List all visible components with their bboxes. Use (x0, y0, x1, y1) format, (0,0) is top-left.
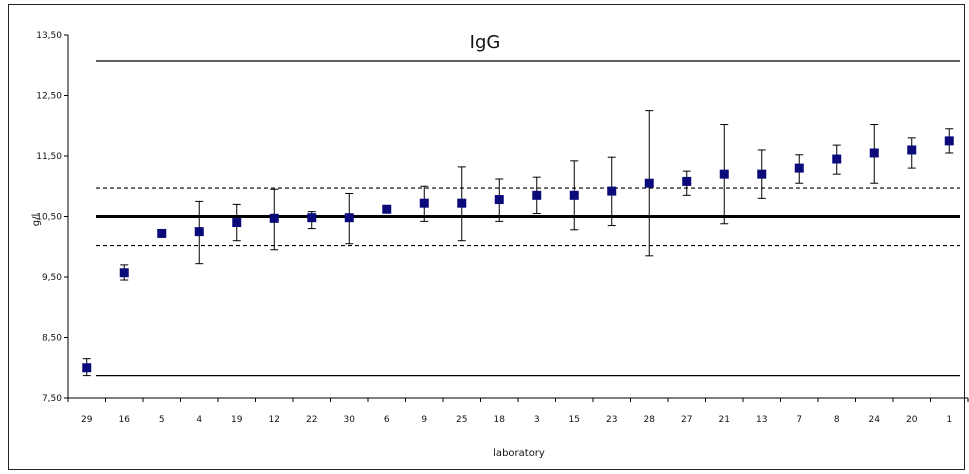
x-tick-label: 15 (569, 415, 580, 425)
data-point (607, 186, 617, 196)
data-point (232, 218, 242, 228)
data-point (194, 227, 204, 237)
y-tick-label: 7,50 (42, 394, 62, 404)
y-axis: 7,50 8,50 9,50 10,50 11,50 12,50 13,50 (36, 31, 69, 404)
data-point (382, 204, 392, 214)
data-point (869, 148, 879, 158)
data-point (682, 176, 692, 186)
data-point (794, 163, 804, 173)
data-point (457, 198, 467, 208)
x-axis-title: laboratory (493, 448, 545, 459)
reference-lines (96, 60, 960, 377)
x-tick-label: 21 (719, 415, 730, 425)
data-point (757, 169, 767, 179)
y-tick-label: 9,50 (42, 273, 62, 283)
x-tick-label: 12 (269, 415, 280, 425)
data-points (82, 136, 954, 373)
data-point (119, 268, 129, 278)
data-point (832, 154, 842, 164)
x-tick-label: 4 (196, 415, 202, 425)
x-tick-label: 6 (384, 415, 390, 425)
chart-title: IgG (470, 32, 501, 53)
x-tick-label: 27 (681, 415, 692, 425)
x-tick-label: 20 (906, 415, 918, 425)
chart-frame (8, 4, 965, 470)
x-tick-label: 5 (159, 415, 165, 425)
x-tick-label: 7 (796, 415, 802, 425)
y-tick-label: 8,50 (42, 334, 62, 344)
x-tick-label: 28 (644, 415, 656, 425)
data-point (494, 195, 504, 205)
x-tick-label: 19 (231, 415, 243, 425)
x-tick-label: 30 (344, 415, 356, 425)
data-point (644, 178, 654, 188)
x-tick-label: 25 (456, 415, 467, 425)
data-point (269, 213, 279, 223)
x-tick-label: 23 (606, 415, 617, 425)
data-point (907, 145, 917, 155)
x-tick-label: 9 (421, 415, 427, 425)
data-point (82, 363, 92, 373)
data-point (532, 190, 542, 200)
y-tick-label: 11,50 (36, 152, 62, 162)
data-point (944, 136, 954, 146)
x-tick-label: 22 (306, 415, 317, 425)
x-tick-label: 13 (756, 415, 767, 425)
error-bars (82, 110, 954, 377)
data-point (719, 169, 729, 179)
y-tick-label: 12,50 (36, 92, 62, 102)
x-tick-label: 8 (834, 415, 840, 425)
x-tick-label: 29 (81, 415, 93, 425)
x-tick-label: 16 (119, 415, 131, 425)
data-point (569, 190, 579, 200)
x-tick-label: 1 (946, 415, 952, 425)
y-axis-title: g/l (31, 214, 42, 227)
y-tick-label: 13,50 (36, 31, 62, 41)
data-point (344, 213, 354, 223)
x-tick-label: 18 (494, 415, 506, 425)
data-point (307, 213, 317, 223)
x-axis: 29 16 5 4 19 12 22 30 6 9 25 18 3 15 23 28 27 21 13 7 8 24 20 1 (67, 397, 969, 425)
data-point (157, 228, 167, 238)
x-tick-label: 3 (534, 415, 540, 425)
x-tick-label: 24 (869, 415, 881, 425)
data-point (419, 198, 429, 208)
y-tick-label: 10,50 (36, 213, 62, 223)
